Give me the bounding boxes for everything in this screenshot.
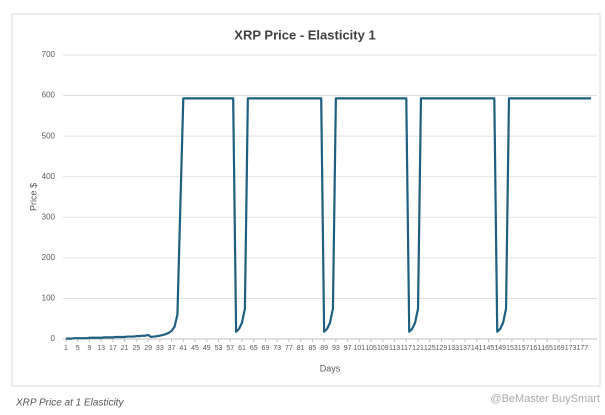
caption: XRP Price at 1 Elasticity [15,398,124,409]
x-tick-label: 73 [273,345,281,352]
y-tick-label: 500 [42,131,56,140]
x-tick-label: 141 [471,345,483,352]
y-tick-label: 700 [42,50,56,59]
x-tick-label: 169 [553,345,565,352]
x-tick-label: 85 [308,345,316,352]
y-axis-label: Price $ [28,183,38,211]
x-tick-label: 5 [76,345,80,352]
x-tick-label: 33 [156,345,164,352]
x-tick-label: 25 [132,345,140,352]
x-tick-label: 93 [332,345,340,352]
y-tick-label: 600 [42,91,56,100]
x-tick-label: 101 [353,345,365,352]
x-tick-label: 41 [179,345,187,352]
y-tick-label: 0 [51,334,56,343]
x-tick-label: 105 [365,345,377,352]
x-tick-label: 37 [168,345,176,352]
x-tick-label: 121 [412,345,424,352]
x-tick-label: 89 [320,345,328,352]
y-tick-label: 300 [42,212,56,221]
x-tick-label: 21 [121,345,129,352]
y-tick-label: 200 [42,253,56,262]
x-tick-label: 149 [494,345,506,352]
chart-frame [11,13,601,387]
x-tick-label: 57 [226,345,234,352]
x-tick-label: 157 [518,345,530,352]
x-tick-label: 137 [459,345,471,352]
x-tick-label: 53 [215,345,223,352]
x-tick-label: 145 [483,345,495,352]
y-tick-label: 100 [42,294,56,303]
x-tick-label: 45 [191,345,199,352]
x-tick-label: 161 [530,345,542,352]
watermark: @BeMaster BuySmart [490,393,600,405]
x-tick-label: 29 [144,345,152,352]
x-tick-label: 177 [576,345,588,352]
chart-title: XRP Price - Elasticity 1 [234,27,375,42]
x-tick-label: 13 [97,345,105,352]
x-tick-label: 69 [262,345,270,352]
x-tick-label: 165 [541,345,553,352]
x-tick-label: 173 [565,345,577,352]
price-line [65,97,592,340]
x-tick-label: 9 [87,345,91,352]
x-axis-label: Days [320,363,341,373]
y-tick-label: 400 [42,172,56,181]
x-tick-label: 117 [401,345,412,352]
x-tick-label: 77 [285,345,293,352]
x-tick-label: 129 [436,345,448,352]
x-tick-label: 109 [377,345,389,352]
x-tick-label: 97 [344,345,352,352]
x-tick-label: 61 [238,345,246,352]
x-tick-label: 125 [424,345,436,352]
x-tick-label: 17 [109,345,117,352]
x-tick-label: 65 [250,345,258,352]
x-tick-label: 133 [447,345,459,352]
x-tick-label: 153 [506,345,518,352]
x-tick-label: 1 [64,345,68,352]
x-tick-label: 49 [203,345,211,352]
x-tick-label: 81 [297,345,305,352]
x-tick-label: 113 [389,345,400,352]
